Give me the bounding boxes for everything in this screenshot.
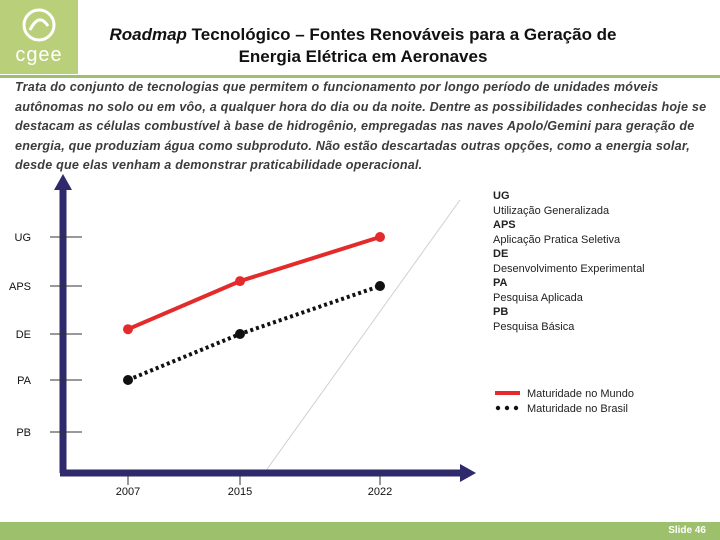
diagonal-reference-line [264,199,461,473]
level-label: PB [16,427,31,439]
key-abbr: PB [493,306,509,318]
data-point [235,276,245,287]
level-label: UG [15,232,32,244]
logo-text: cgee [15,44,63,66]
page-title: Roadmap Tecnológico – Fontes Renováveis … [78,24,648,68]
legend-marker [495,405,501,411]
series-line [127,284,381,382]
key-desc: Pesquisa Aplicada [493,291,583,304]
logo: cgee [0,0,78,74]
key-desc: Desenvolvimento Experimental [493,262,645,275]
level-label: PA [17,375,32,387]
chart-axes [54,174,476,482]
key-abbr: PA [493,277,508,289]
key-abbr: UG [493,190,510,202]
legend-marker [504,405,510,411]
title-rest: Tecnológico – Fontes Renováveis para a G… [186,25,617,44]
y-axis-arrow [54,174,72,190]
key-abbr: APS [493,219,516,231]
key-desc: Aplicação Pratica Seletiva [493,233,621,246]
data-point [235,329,245,339]
year-label: 2015 [228,486,252,498]
legend-marker [513,405,519,411]
swirl-logo-icon [22,8,56,42]
legend-label: Maturidade no Brasil [527,403,628,415]
key-abbr: DE [493,248,509,260]
key-desc: Utilização Generalizada [493,204,610,217]
data-point [123,375,133,385]
data-point [375,232,385,242]
data-point [123,324,133,335]
year-label: 2007 [116,486,140,498]
level-key: UG Utilização Generalizada APS Aplicação Pr… [493,189,693,334]
chart-legend: Maturidade no Mundo Maturidade no Brasil [495,388,634,415]
year-labels: 2007 2015 2022 [116,473,392,498]
data-point [375,281,385,291]
legend-label: Maturidade no Mundo [527,388,634,400]
year-label: 2022 [368,486,392,498]
title-italic: Roadmap [109,25,187,44]
chart-series [123,232,385,385]
x-axis-arrow [460,464,476,482]
level-label: DE [16,329,31,341]
title-rule [0,75,720,78]
footer-bar: Slide 46 [0,522,720,540]
intro-paragraph: Trata do conjunto de tecnologias que per… [15,80,707,172]
series-line [127,235,381,332]
key-desc: Pesquisa Básica [493,320,575,333]
slide-number: Slide 46 [668,525,706,536]
level-label: APS [9,281,31,293]
roadmap-chart: PB PA DE APS UG 2007 2015 2022 Maturidade no M… [9,174,634,498]
title-line-2: Energia Elétrica em Aeronaves [238,47,488,66]
level-labels: PB PA DE APS UG [9,232,82,439]
